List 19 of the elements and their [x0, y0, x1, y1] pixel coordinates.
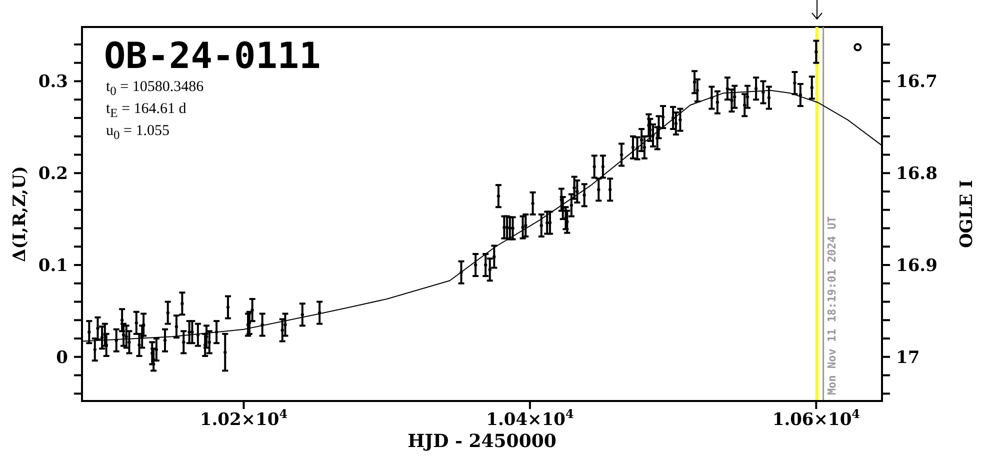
y2-tick-label: 16.7: [896, 72, 938, 92]
chart-title: OB-24-0111: [104, 36, 321, 77]
x-tick-label: 1.04×10$^{4}$: [486, 407, 574, 430]
y2-axis-title: OGLE I: [957, 180, 977, 248]
y-axis-title: Δ(I,R,Z,U): [10, 166, 30, 262]
annotation: Mon Nov 11 18:19:01 2024 UT: [825, 216, 838, 395]
y-tick-label: 0.1: [38, 256, 68, 276]
y-tick-label: 0: [56, 348, 68, 368]
y2-tick-label: 16.8: [896, 164, 938, 184]
annotation: t$_{E}$ = 164.61 d: [106, 101, 186, 121]
annotation: u$_{0}$ = 1.055: [106, 123, 170, 143]
y-tick-label: 0.2: [38, 164, 68, 184]
x-tick-label: 1.02×10$^{4}$: [200, 407, 288, 430]
y-tick-label: 0.3: [38, 72, 68, 92]
x-axis-title: HJD - 2450000: [408, 431, 556, 452]
y2-tick-label: 17: [896, 348, 920, 368]
x-tick-label: 1.06×10$^{4}$: [772, 407, 860, 430]
annotation: t$_{0}$ = 10580.3486: [106, 79, 204, 99]
y2-tick-label: 16.9: [896, 256, 938, 276]
